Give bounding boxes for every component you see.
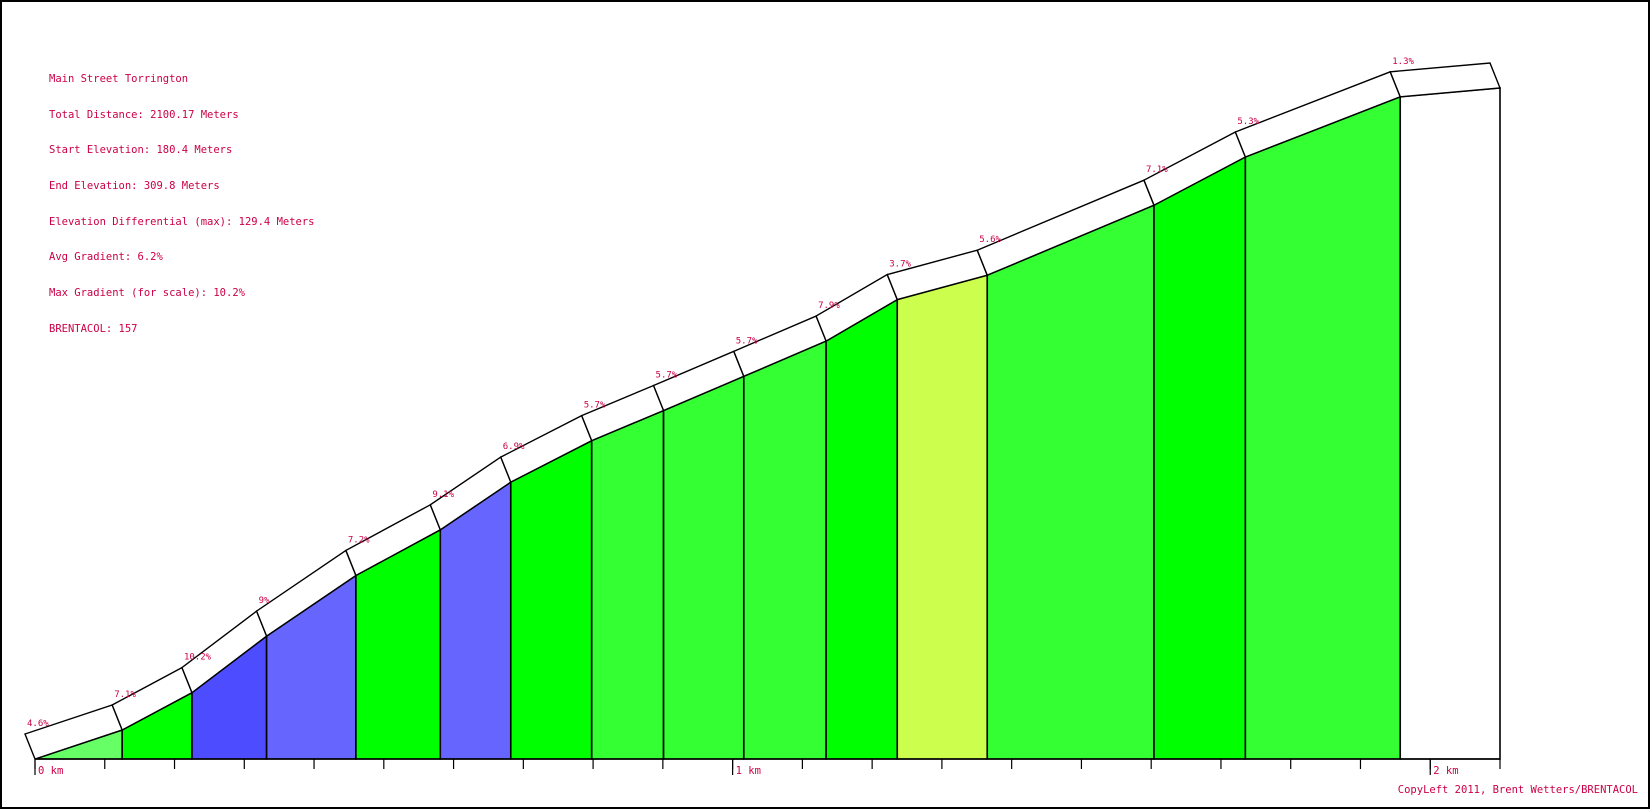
end-elevation: End Elevation: 309.8 Meters: [49, 179, 220, 192]
gradient-label: 9.1%: [432, 490, 454, 500]
gradient-label: 5.3%: [1237, 117, 1259, 127]
gradient-label: 10.2%: [184, 653, 212, 663]
gradient-segment: [742, 339, 827, 760]
gradient-segment: [896, 274, 989, 760]
gradient-segment: [590, 409, 665, 760]
gradient-segment: [662, 375, 745, 760]
elevation-differential: Elevation Differential (max): 129.4 Mete…: [49, 215, 315, 228]
gradient-label: 7.9%: [818, 301, 840, 311]
gradient-segment: [439, 480, 512, 760]
gradient-segment: [1399, 87, 1501, 760]
x-tick-label: 1 km: [736, 765, 761, 777]
route-name: Main Street Torrington: [49, 72, 189, 85]
gradient-label: 4.6%: [27, 719, 49, 729]
x-tick-label: 0 km: [38, 765, 63, 777]
avg-gradient: Avg Gradient: 6.2%: [49, 251, 163, 264]
brentacol-score: BRENTACOL: 157: [49, 322, 138, 335]
gradient-segment: [509, 439, 593, 760]
gradient-segments: [34, 87, 1501, 760]
gradient-segment: [1153, 155, 1247, 760]
gradient-label: 9%: [259, 596, 270, 606]
road-band: [24, 62, 1501, 760]
gradient-label: 5.7%: [584, 401, 606, 411]
total-distance: Total Distance: 2100.17 Meters: [49, 108, 239, 121]
gradient-label: 5.7%: [656, 371, 678, 381]
gradient-label: 7.1%: [114, 690, 136, 700]
route-info: Main Street Torrington Total Distance: 2…: [49, 50, 315, 348]
gradient-label: 5.6%: [979, 235, 1001, 245]
x-axis: 0 km 1 km 2 km: [34, 758, 1501, 777]
gradient-labels: 4.6% 7.1% 10.2% 9% 7.2% 9.1% 6.9% 5.7% 5.7% 5.7% 7…: [27, 57, 1414, 729]
road-band-segment: [1389, 62, 1501, 98]
start-elevation: Start Elevation: 180.4 Meters: [49, 144, 233, 157]
gradient-label: 5.7%: [736, 336, 758, 346]
gradient-label: 1.3%: [1392, 57, 1414, 67]
gradient-label: 7.2%: [348, 535, 370, 545]
gradient-segment: [986, 203, 1155, 760]
max-gradient: Max Gradient (for scale): 10.2%: [49, 287, 245, 300]
x-tick-label: 2 km: [1433, 765, 1458, 777]
gradient-label: 7.1%: [1146, 165, 1168, 175]
gradient-label: 6.9%: [503, 442, 525, 452]
copyleft-notice: CopyLeft 2011, Brent Wetters/BRENTACOL: [1397, 784, 1638, 796]
gradient-segment: [825, 298, 899, 760]
gradient-segment: [1244, 95, 1402, 760]
gradient-label: 3.7%: [889, 260, 911, 270]
